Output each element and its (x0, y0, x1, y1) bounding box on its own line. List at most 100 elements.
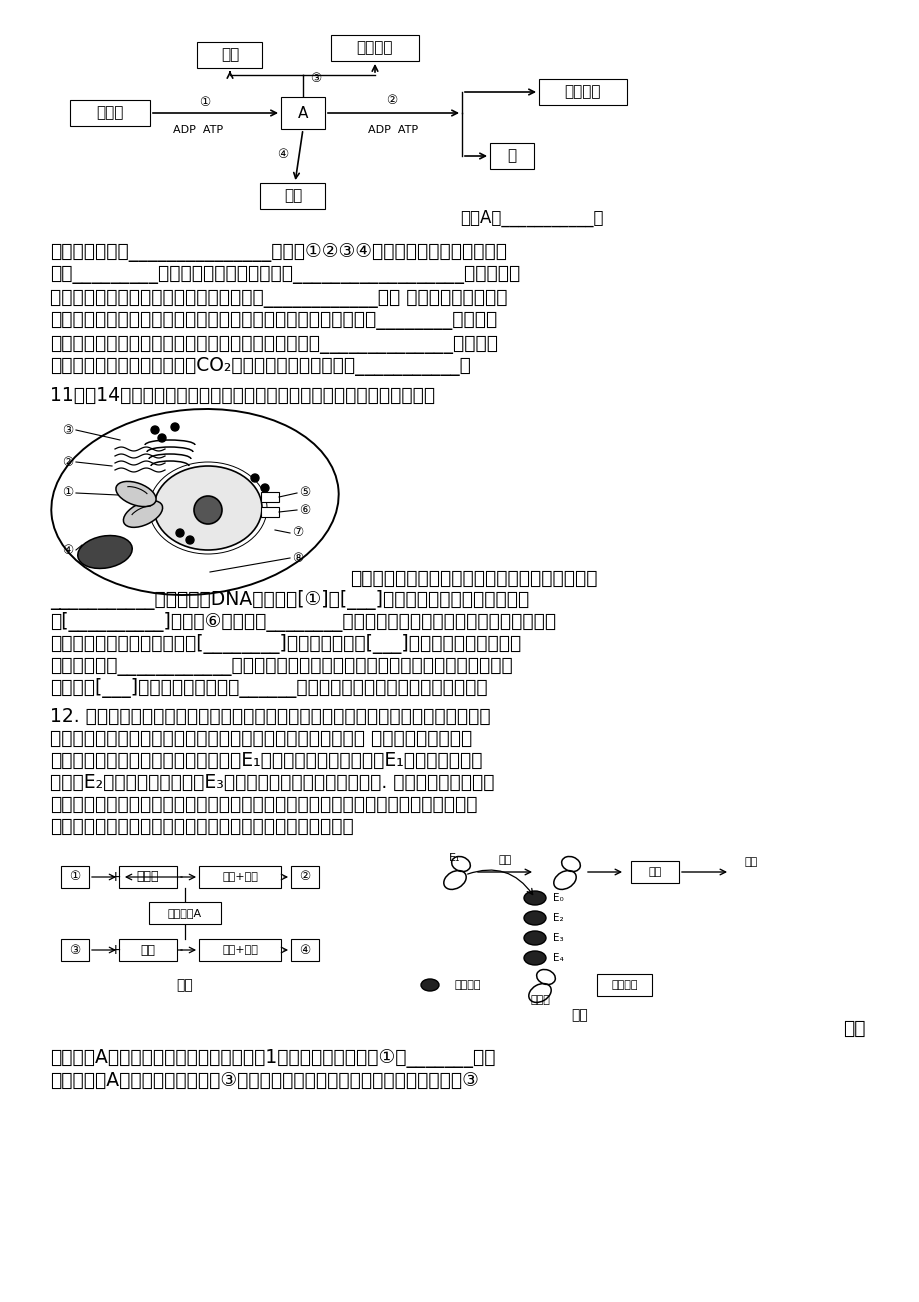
Text: 的是_________，可在人体细胞中进行的是__________________。苹果贮藏: 的是_________，可在人体细胞中进行的是_________________… (50, 266, 519, 285)
FancyBboxPatch shape (149, 902, 221, 924)
FancyBboxPatch shape (119, 866, 176, 888)
Ellipse shape (524, 911, 545, 924)
Text: ①: ① (199, 95, 210, 108)
Circle shape (176, 529, 184, 536)
Ellipse shape (524, 931, 545, 945)
Text: ②: ② (299, 871, 311, 884)
Text: ③: ③ (310, 72, 322, 85)
FancyBboxPatch shape (61, 866, 89, 888)
Circle shape (158, 434, 165, 441)
Text: 氧呼吸和无氧呼吸产生等量的CO₂，所消耗的葡萄糖之比为___________。: 氧呼吸和无氧呼吸产生等量的CO₂，所消耗的葡萄糖之比为___________。 (50, 358, 471, 376)
FancyBboxPatch shape (261, 492, 278, 503)
Text: ADP  ATP: ADP ATP (368, 125, 417, 135)
FancyBboxPatch shape (260, 184, 325, 210)
Text: ④: ④ (62, 543, 74, 556)
FancyBboxPatch shape (199, 866, 280, 888)
Text: ③: ③ (69, 944, 81, 957)
Text: +: + (109, 870, 120, 884)
Ellipse shape (116, 482, 156, 506)
Ellipse shape (524, 891, 545, 905)
Text: 短肽: 短肽 (744, 857, 757, 867)
FancyBboxPatch shape (290, 939, 319, 961)
Ellipse shape (78, 535, 132, 569)
Circle shape (171, 423, 179, 431)
Text: 蛋白质: 蛋白质 (529, 995, 550, 1005)
Circle shape (251, 474, 259, 482)
FancyBboxPatch shape (539, 79, 627, 105)
FancyBboxPatch shape (290, 866, 319, 888)
Text: 二氧化碳: 二氧化碳 (357, 40, 392, 56)
Text: ___________。图中含有DNA的结构有[①]和[___]；属于细胞生物膜系统的结构: ___________。图中含有DNA的结构有[①]和[___]；属于细胞生物膜… (50, 590, 528, 611)
Ellipse shape (421, 979, 438, 991)
Text: ①: ① (69, 871, 81, 884)
Text: 靶蛋白就被绑上一批泛素分子。被泛素标记的靶蛋白很快就送往细胞内一种被称为蛋白: 靶蛋白就被绑上一批泛素分子。被泛素标记的靶蛋白很快就送往细胞内一种被称为蛋白 (50, 794, 477, 814)
Text: 蛋白酶体: 蛋白酶体 (611, 980, 638, 990)
Text: 磷酸+碱基: 磷酸+碱基 (221, 945, 257, 954)
Text: 二氧化碳: 二氧化碳 (564, 85, 601, 99)
Text: E₄: E₄ (552, 953, 563, 963)
Text: +: + (109, 943, 120, 957)
Text: 缩合: 缩合 (141, 944, 155, 957)
Text: ⑧: ⑧ (292, 552, 303, 565)
Text: ③: ③ (62, 423, 74, 436)
Text: 酶体的结构中进行降解，整个过程如图二所示。请分析回答：: 酶体的结构中进行降解，整个过程如图二所示。请分析回答： (50, 816, 354, 836)
FancyBboxPatch shape (331, 35, 418, 61)
Text: ④: ④ (299, 944, 311, 957)
Text: 泛素分子: 泛素分子 (455, 980, 481, 990)
Text: 如果: 如果 (842, 1018, 865, 1038)
Text: 有[__________]；结构⑥的功能是________。如果该细胞能分泌抗体，在抗体的合成、: 有[__________]；结构⑥的功能是________。如果该细胞能分泌抗体… (50, 612, 555, 631)
Text: 12. 糖类是生物体生命活动的主要能源物质，蛋白质是生命活动的体现者。图一为糖类: 12. 糖类是生物体生命活动的主要能源物质，蛋白质是生命活动的体现者。图一为糖类 (50, 707, 490, 725)
Ellipse shape (51, 409, 338, 595)
Text: 磷酸+碱基: 磷酸+碱基 (221, 872, 257, 881)
FancyBboxPatch shape (199, 939, 280, 961)
FancyBboxPatch shape (490, 143, 533, 169)
Text: ②: ② (62, 456, 74, 469)
Text: 11．（14分）下图表示细胞内的部分结构示意图。请据图回答下列问题。: 11．（14分）下图表示细胞内的部分结构示意图。请据图回答下列问题。 (50, 385, 435, 405)
Text: E₁: E₁ (448, 853, 460, 863)
FancyBboxPatch shape (198, 42, 262, 68)
Text: 图中A是___________，: 图中A是___________， (460, 210, 603, 227)
FancyBboxPatch shape (119, 939, 176, 961)
Text: ④: ④ (277, 148, 289, 161)
Text: ①: ① (62, 487, 74, 500)
Circle shape (186, 536, 194, 544)
Text: 葡萄糖: 葡萄糖 (96, 105, 123, 121)
Text: 酒精: 酒精 (221, 47, 239, 62)
Ellipse shape (524, 950, 545, 965)
Text: 久了，会有酒味产生，其原因是发生了图中____________过程 而马铃薯块茎贮藏久: 久了，会有酒味产生，其原因是发生了图中____________过程 而马铃薯块茎… (50, 289, 507, 307)
Text: 乳酸: 乳酸 (284, 189, 301, 203)
Circle shape (151, 426, 159, 434)
FancyBboxPatch shape (261, 506, 278, 517)
Text: 的概念图，图二是某种需要能量的蛋白质降解过程，科学家发现 一种被称为泛素的多: 的概念图，图二是某种需要能量的蛋白质降解过程，科学家发现 一种被称为泛素的多 (50, 729, 471, 747)
Text: ADP  ATP: ADP ATP (173, 125, 222, 135)
FancyBboxPatch shape (596, 974, 652, 996)
Circle shape (194, 496, 221, 523)
Text: ⑥: ⑥ (299, 504, 311, 517)
Text: A: A (298, 105, 308, 121)
Text: E₂: E₂ (552, 913, 563, 923)
Text: 葡萄糖: 葡萄糖 (137, 871, 159, 884)
Circle shape (261, 484, 268, 492)
FancyBboxPatch shape (630, 861, 678, 883)
Text: 图一: 图一 (176, 978, 193, 992)
Text: 食贮藏过程中有时会发生粮堆湿度增大现象，这是因为______________。如果有: 食贮藏过程中有时会发生粮堆湿度增大现象，这是因为______________。如… (50, 335, 497, 354)
Text: 肽在该过程中起重要作用。泛素激活酶E₁将泛素分子激活，然后由E₁将泛素交给泛素: 肽在该过程中起重要作用。泛素激活酶E₁将泛素分子激活，然后由E₁将泛素交给泛素 (50, 750, 482, 769)
Text: ②: ② (386, 94, 397, 107)
FancyBboxPatch shape (70, 100, 150, 126)
Text: 加工和包装过程中，依次经过[________]结构，并主要由[___]提供能量，由此体现了: 加工和包装过程中，依次经过[________]结构，并主要由[___]提供能量，… (50, 634, 521, 654)
Text: 果某种单糖A经缩合反应形成物质③作为动物细胞中重要的储存能量物质，则物质③: 果某种单糖A经缩合反应形成物质③作为动物细胞中重要的储存能量物质，则物质③ (50, 1070, 479, 1090)
Text: 了却没有酒味产生，其原因是马铃薯块茎在无氧条件下进行了图中________过程。粮: 了却没有酒味产生，其原因是马铃薯块茎在无氧条件下进行了图中________过程。… (50, 311, 496, 331)
Text: 降解: 降解 (648, 867, 661, 878)
Text: 与该细胞相比，大肠杆菌在结构上最主要的区别是: 与该细胞相比，大肠杆菌在结构上最主要的区别是 (349, 569, 596, 587)
Text: 结合酶E₂，最后在泛素连接酶E₃的指引下将泛素转移到靶蛋白上. 这一过程不断重复，: 结合酶E₂，最后在泛素连接酶E₃的指引下将泛素转移到靶蛋白上. 这一过程不断重复… (50, 772, 494, 792)
Ellipse shape (153, 466, 262, 549)
FancyBboxPatch shape (61, 939, 89, 961)
Text: 细胞器之间的____________。如果该细胞表示洋葱鳞片叶表皮细胞，图中不应该出现: 细胞器之间的____________。如果该细胞表示洋葱鳞片叶表皮细胞，图中不应… (50, 656, 512, 676)
Text: E₃: E₃ (552, 934, 563, 943)
Text: 送入: 送入 (498, 855, 511, 865)
Text: 其产生的部位是_______________。反应①②③④中，必须在有氧条件下进行: 其产生的部位是_______________。反应①②③④中，必须在有氧条件下进… (50, 242, 506, 262)
Text: 的结构是[___]。如果图中还观察到______（细胞器），则该生物是自养型生物。: 的结构是[___]。如果图中还观察到______（细胞器），则该生物是自养型生物… (50, 678, 487, 698)
Text: 某种单糖A为果糖，则它与葡萄糖缩合失去1分子水后形成的物质①是_______。如: 某种单糖A为果糖，则它与葡萄糖缩合失去1分子水后形成的物质①是_______。如 (50, 1048, 495, 1068)
Text: 图二: 图二 (571, 1008, 588, 1022)
Ellipse shape (123, 501, 163, 527)
